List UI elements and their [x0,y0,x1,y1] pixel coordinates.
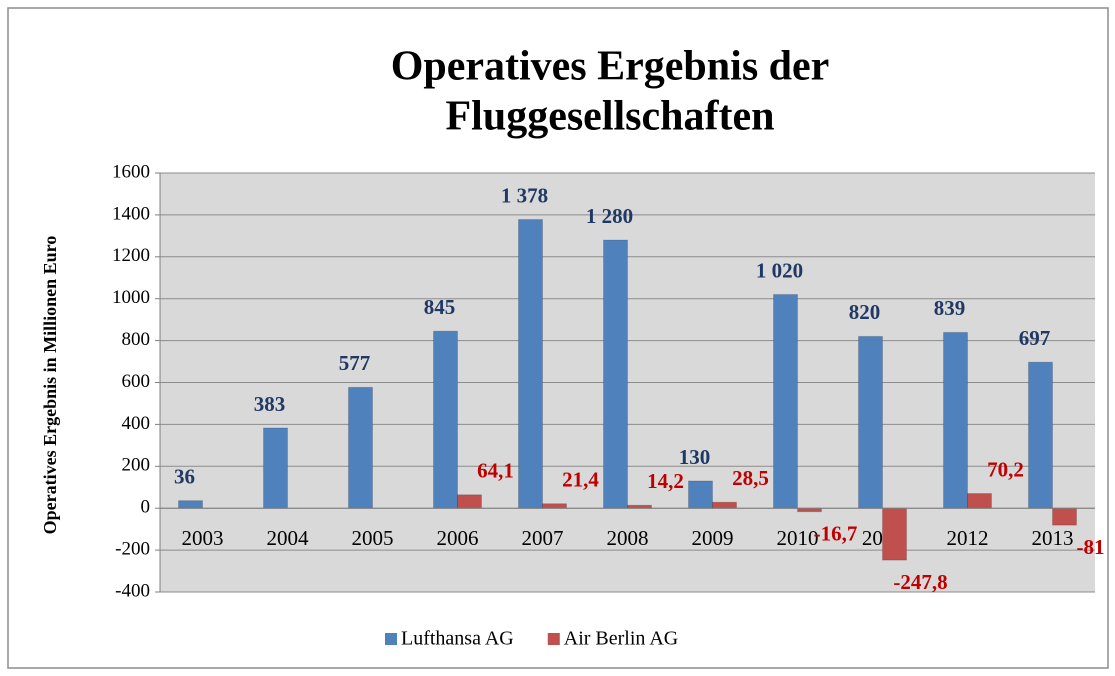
data-label: 14,2 [647,469,684,493]
data-label: -16,7 [814,522,858,546]
x-tick-label: 2004 [267,526,310,550]
bar [178,500,203,509]
x-tick-label: 2010 [777,526,819,550]
y-tick-label: 800 [122,329,151,350]
data-label: 64,1 [477,459,514,483]
bar [518,219,543,509]
data-label: 1 020 [756,258,803,282]
data-label: 1 378 [501,183,548,207]
data-label: 130 [679,445,711,469]
x-tick-label: 2008 [607,526,649,550]
x-tick-label: 2006 [437,526,479,550]
y-tick-label: 0 [141,497,151,518]
y-tick-label: 400 [122,413,151,434]
legend-swatch [385,633,397,645]
data-label: -81 [1077,535,1105,559]
data-label: 697 [1019,326,1051,350]
data-label: 28,5 [732,466,769,490]
y-tick-label: 600 [122,371,151,392]
data-label: -247,8 [893,570,947,594]
data-label: 36 [174,464,195,488]
legend-swatch [547,633,560,645]
x-tick-label: 2012 [947,526,989,550]
bar [603,239,628,509]
bar [1052,507,1077,526]
bar [712,501,737,509]
bar [943,331,968,509]
bar [773,294,798,509]
x-tick-label: 2003 [182,526,224,550]
bar [1028,361,1053,509]
y-tick-label: 200 [122,455,151,476]
bar [263,427,288,509]
x-tick-label: 2007 [522,526,564,550]
bar [688,480,713,509]
chart-title: Fluggesellschaften [446,94,775,140]
legend-label: Lufthansa AG [401,628,514,650]
y-tick-label: 1400 [112,203,150,224]
data-label: 1 280 [586,204,633,228]
bar [542,503,567,509]
bar [433,330,458,509]
bar [348,386,373,509]
x-tick-label: 2013 [1032,526,1074,550]
data-label: 383 [254,392,286,416]
y-tick-label: 1600 [112,161,150,182]
y-tick-label: 1200 [112,245,150,266]
data-label: 839 [934,296,966,320]
chart-title: Operatives Ergebnis der [391,44,830,90]
y-tick-label: 1000 [112,287,150,308]
x-tick-label: 2009 [692,526,734,550]
bar [797,507,822,513]
data-label: 845 [424,295,456,319]
legend-label: Air Berlin AG [564,628,678,650]
y-axis-label: Operatives Ergebnis in Millionen Euro [40,236,60,535]
data-label: 21,4 [562,468,599,492]
data-label: 70,2 [987,457,1024,481]
data-label: 577 [339,351,371,375]
x-tick-label: 2005 [352,526,394,550]
data-label: 820 [849,300,881,324]
bar [967,492,992,509]
bar [457,494,482,509]
y-tick-label: -200 [115,538,150,559]
bar [858,335,883,509]
bar [882,507,907,561]
y-tick-label: -400 [115,580,150,601]
